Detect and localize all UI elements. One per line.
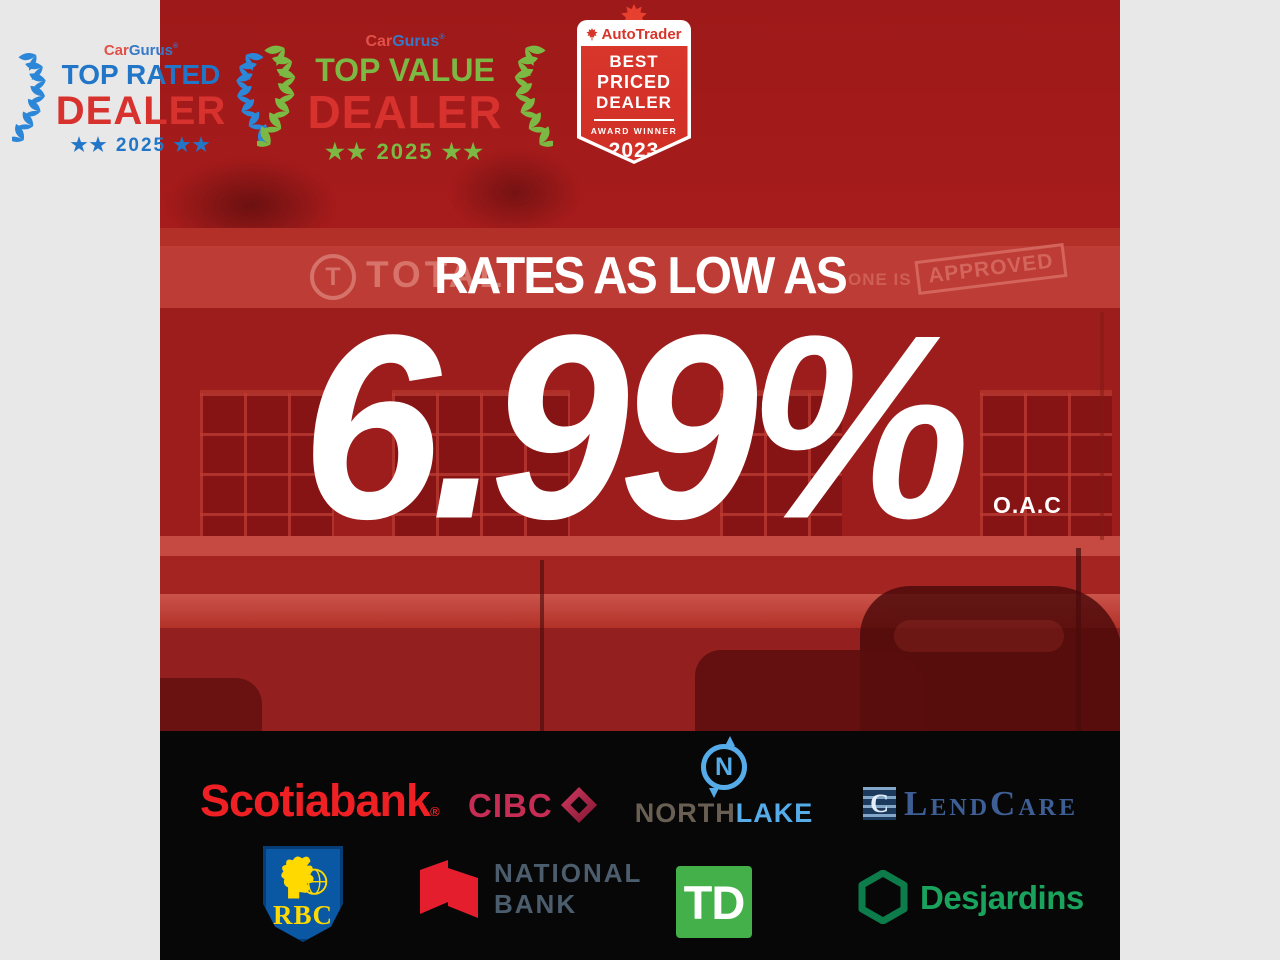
photo-building-roofline (160, 228, 1120, 246)
badge-year-stars: ★★ 2025 ★★ (70, 135, 212, 156)
lendcare-logo: C LENDCARE (863, 786, 1078, 821)
northlake-compass-icon: N (701, 736, 747, 798)
badge-subtitle: DEALER (55, 89, 227, 133)
cargurus-logo: CarGurus® (104, 43, 178, 58)
photo-building-fascia: T TOTAL ONE IS APPROVED (160, 242, 1120, 308)
national-bank-logo: NATIONAL BANK (416, 856, 642, 920)
badge-line-best: BEST (609, 52, 659, 72)
national-bank-wordmark: NATIONAL BANK (494, 860, 642, 917)
northlake-word-lake: LAKE (735, 798, 814, 828)
maple-leaf-icon (586, 28, 599, 41)
registered-mark: ® (439, 33, 445, 41)
national-bank-line2: BANK (494, 888, 578, 919)
rates-kicker-text: RATES AS LOW AS (434, 247, 848, 305)
scotiabank-logo: Scotiabank® (200, 775, 440, 826)
rbc-lion-globe-icon (281, 856, 328, 899)
laurel-branch-icon (257, 29, 307, 167)
rate-value-text: 6.99% (301, 280, 971, 574)
northlake-wordmark: NORTHLAKE (635, 800, 814, 827)
cargurus-word-gurus: Gurus (128, 42, 174, 59)
rbc-logo: RBC (263, 846, 343, 942)
dealership-logo-circle-icon: T (310, 254, 356, 300)
badge-cargurus-top-value: CarGurus® TOP VALUE DEALER ★★ 2025 ★★ (260, 24, 550, 172)
td-logo: TD (676, 866, 752, 938)
laurel-branch-icon (12, 40, 56, 158)
photo-garage-door (980, 390, 1112, 543)
northlake-logo: N NORTHLAKE (635, 736, 812, 827)
badge-title: TOP RATED (61, 59, 221, 90)
lendcare-icon: C (863, 787, 896, 820)
registered-mark: ® (430, 804, 440, 819)
northlake-word-north: NORTH (634, 798, 736, 828)
banner-text: ONE IS (848, 270, 912, 289)
cibc-wordmark: CIBC (468, 786, 553, 824)
badge-autotrader-best-priced: AutoTrader BEST PRICED DEALER AWARD WINN… (577, 4, 691, 164)
photo-garage-door (720, 390, 842, 543)
award-winner-label: AWARD WINNER (590, 126, 678, 136)
lendcare-text-are: ARE (1018, 795, 1078, 821)
lendcare-initial-l: L (904, 784, 931, 823)
cibc-logo: CIBC (468, 786, 598, 824)
photo-tree-silhouette (450, 150, 580, 235)
laurel-branch-icon (503, 29, 553, 167)
divider (594, 119, 674, 121)
desjardins-wordmark: Desjardins (920, 878, 1084, 916)
cargurus-word-car: Car (365, 32, 393, 50)
dealership-sign-text: TOTAL (366, 254, 506, 295)
scotiabank-wordmark: Scotiabank (200, 775, 431, 826)
rbc-wordmark: RBC (272, 900, 333, 930)
photo-car-windshield (894, 620, 1064, 652)
badge-cargurus-top-rated: CarGurus® TOP RATED DEALER ★★ 2025 ★★ (22, 34, 260, 164)
badge-line-dealer: DEALER (596, 93, 672, 113)
badge-year-stars: ★★ 2025 ★★ (324, 138, 486, 164)
autotrader-shield: AutoTrader BEST PRICED DEALER AWARD WINN… (577, 20, 691, 164)
lendcare-text-end: END (930, 795, 991, 821)
autotrader-brand-band: AutoTrader (580, 23, 688, 47)
desjardins-logo: Desjardins (858, 870, 1084, 924)
badge-title: TOP VALUE (315, 51, 495, 88)
photo-curb (160, 536, 1120, 556)
rate-condition-text: O.A.C (993, 492, 1062, 518)
registered-mark: ® (173, 43, 179, 50)
autotrader-wordmark: AutoTrader (601, 26, 682, 44)
national-bank-line1: NATIONAL (494, 857, 643, 888)
desjardins-hexagon-icon (858, 870, 908, 924)
lendcare-wordmark: LENDCARE (904, 786, 1078, 821)
badge-subtitle: DEALER (307, 85, 503, 138)
award-year: 2023 (608, 138, 660, 162)
cibc-diamond-icon (560, 786, 597, 824)
photo-car-silhouette (160, 678, 262, 731)
photo-building-facade (160, 308, 1120, 543)
cargurus-word-gurus: Gurus (392, 32, 440, 50)
photo-light-pole (1100, 312, 1104, 540)
cargurus-word-car: Car (103, 42, 129, 59)
photo-garage-door (392, 390, 570, 543)
national-bank-flag-icon (420, 860, 478, 918)
photo-car-silhouette (695, 650, 925, 731)
badge-line-priced: PRICED (596, 72, 671, 93)
cargurus-logo: CarGurus® (365, 32, 445, 50)
lendcare-initial-c: C (990, 784, 1019, 823)
photo-garage-door (200, 390, 334, 543)
photo-light-pole (540, 560, 544, 731)
